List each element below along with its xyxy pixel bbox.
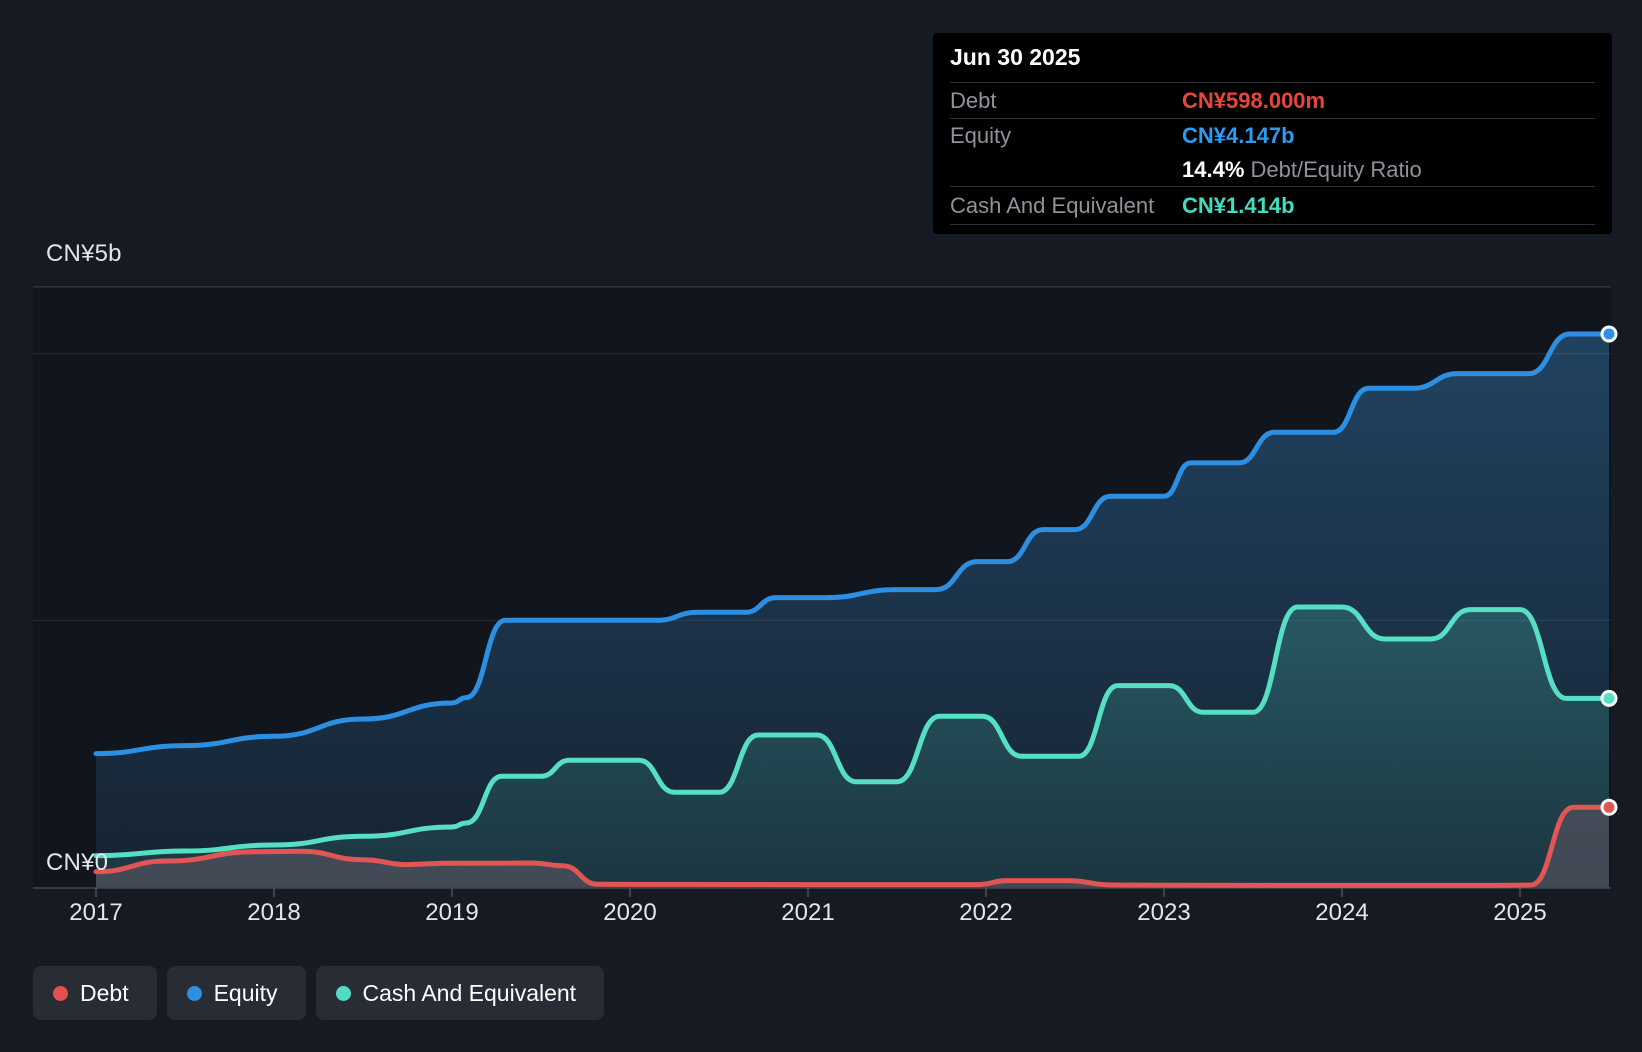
- legend-label-debt: Debt: [80, 980, 129, 1007]
- cash-legend-dot-icon: [336, 986, 351, 1001]
- legend-label-equity: Equity: [214, 980, 278, 1007]
- debt-equity-history-chart: CN¥5b CN¥0 2017 2018 2019 2020 2021 2022 2023 2…: [0, 0, 1642, 1052]
- legend-item-cash[interactable]: Cash And Equivalent: [316, 966, 605, 1020]
- tooltip-row-debt: Debt CN¥598.000m: [950, 82, 1595, 118]
- legend-item-equity[interactable]: Equity: [167, 966, 306, 1020]
- x-axis-year-2024: 2024: [1315, 899, 1368, 927]
- equity-legend-dot-icon: [187, 986, 202, 1001]
- tooltip: Jun 30 2025 Debt CN¥598.000m Equity CN¥4…: [933, 33, 1612, 234]
- tooltip-debt-label: Debt: [950, 88, 996, 114]
- debt-endpoint-inner: [1604, 802, 1615, 813]
- x-axis-year-2025: 2025: [1493, 899, 1546, 927]
- x-axis-year-2019: 2019: [425, 899, 478, 927]
- tooltip-equity-label: Equity: [950, 123, 1011, 149]
- tooltip-equity-value: CN¥4.147b: [1182, 123, 1295, 149]
- tooltip-debt-value: CN¥598.000m: [1182, 88, 1325, 114]
- equity-endpoint-inner: [1604, 329, 1615, 340]
- tooltip-date: Jun 30 2025: [933, 33, 1612, 82]
- tooltip-row-equity: Equity CN¥4.147b: [950, 118, 1595, 153]
- tooltip-ratio-value: 14.4%: [1182, 157, 1244, 182]
- x-axis-year-2017: 2017: [69, 899, 122, 927]
- tooltip-cash-label: Cash And Equivalent: [950, 193, 1154, 219]
- legend: Debt Equity Cash And Equivalent: [33, 966, 604, 1020]
- legend-label-cash: Cash And Equivalent: [363, 980, 577, 1007]
- tooltip-row-cash: Cash And Equivalent CN¥1.414b: [950, 186, 1595, 225]
- x-axis-year-2021: 2021: [781, 899, 834, 927]
- tooltip-row-ratio: 14.4% Debt/Equity Ratio: [950, 153, 1595, 186]
- y-axis-top-label: CN¥5b: [46, 240, 122, 268]
- debt-legend-dot-icon: [53, 986, 68, 1001]
- tooltip-cash-value: CN¥1.414b: [1182, 193, 1295, 219]
- cash-endpoint-inner: [1604, 693, 1615, 704]
- x-axis-year-2023: 2023: [1137, 899, 1190, 927]
- y-axis-zero-label: CN¥0: [46, 849, 108, 877]
- x-axis-year-2022: 2022: [959, 899, 1012, 927]
- legend-item-debt[interactable]: Debt: [33, 966, 157, 1020]
- tooltip-ratio: 14.4% Debt/Equity Ratio: [1182, 157, 1422, 183]
- x-axis-year-2020: 2020: [603, 899, 656, 927]
- tooltip-ratio-label: Debt/Equity Ratio: [1251, 157, 1422, 182]
- x-axis-year-2018: 2018: [247, 899, 300, 927]
